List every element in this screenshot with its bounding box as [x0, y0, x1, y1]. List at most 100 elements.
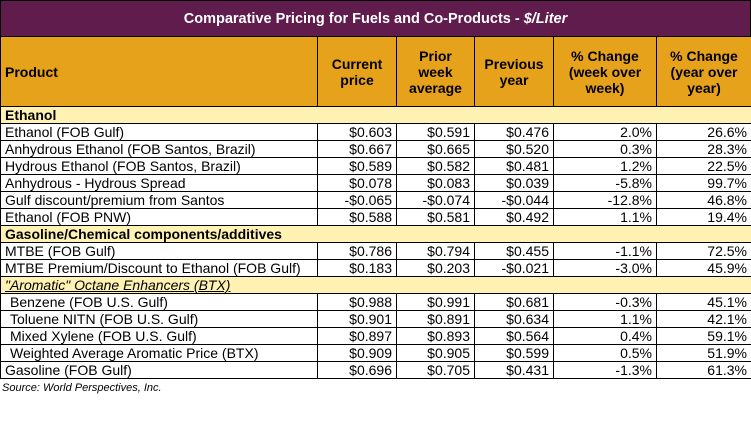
product-cell: MTBE (FOB Gulf)	[0, 242, 318, 260]
value-cell: 42.1%	[656, 310, 751, 328]
value-cell: 22.5%	[656, 157, 751, 175]
product-cell: Anhydrous - Hydrous Spread	[0, 174, 318, 192]
value-cell: 1.2%	[553, 157, 657, 175]
product-cell: Weighted Average Aromatic Price (BTX)	[0, 344, 318, 362]
value-cell: $0.665	[396, 140, 475, 158]
section-row: Ethanol	[0, 106, 751, 124]
value-cell: $0.581	[396, 208, 475, 226]
value-cell: -$0.074	[396, 191, 475, 209]
title-bar: Comparative Pricing for Fuels and Co-Pro…	[0, 0, 751, 36]
value-cell: $0.455	[474, 242, 554, 260]
data-row: Ethanol (FOB Gulf) $0.603 $0.591 $0.476 2.0%…	[0, 123, 751, 141]
data-row: Benzene (FOB U.S. Gulf) $0.988 $0.991 $0.68…	[0, 293, 751, 311]
value-cell: $0.991	[396, 293, 475, 311]
value-cell: $0.083	[396, 174, 475, 192]
value-cell: 1.1%	[553, 310, 657, 328]
value-cell: $0.588	[317, 208, 397, 226]
value-cell: 0.3%	[553, 140, 657, 158]
value-cell: $0.696	[317, 361, 397, 379]
value-cell: $0.476	[474, 123, 554, 141]
value-cell: $0.667	[317, 140, 397, 158]
product-cell: Ethanol (FOB PNW)	[0, 208, 318, 226]
value-cell: -12.8%	[553, 191, 657, 209]
section-row: Gasoline/Chemical components/additives	[0, 225, 751, 243]
value-cell: -5.8%	[553, 174, 657, 192]
value-cell: 19.4%	[656, 208, 751, 226]
product-cell: MTBE Premium/Discount to Ethanol (FOB Gu…	[0, 259, 318, 277]
value-cell: 51.9%	[656, 344, 751, 362]
product-cell: Mixed Xylene (FOB U.S. Gulf)	[0, 327, 318, 345]
value-cell: $0.203	[396, 259, 475, 277]
pricing-table: Product Current price Prior week average Pr…	[0, 36, 751, 379]
data-row: Gasoline (FOB Gulf) $0.696 $0.705 $0.431 -1.…	[0, 361, 751, 379]
value-cell: -$0.065	[317, 191, 397, 209]
value-cell: $0.520	[474, 140, 554, 158]
data-row: MTBE (FOB Gulf) $0.786 $0.794 $0.455 -1.1% 72…	[0, 242, 751, 260]
value-cell: $0.634	[474, 310, 554, 328]
value-cell: -0.3%	[553, 293, 657, 311]
value-cell: 61.3%	[656, 361, 751, 379]
value-cell: $0.431	[474, 361, 554, 379]
value-cell: 0.5%	[553, 344, 657, 362]
value-cell: -$0.021	[474, 259, 554, 277]
product-cell: Gulf discount/premium from Santos	[0, 191, 318, 209]
data-row: Weighted Average Aromatic Price (BTX) $0.…	[0, 344, 751, 362]
data-row: Anhydrous - Hydrous Spread $0.078 $0.083 $0…	[0, 174, 751, 192]
value-cell: $0.078	[317, 174, 397, 192]
value-cell: $0.909	[317, 344, 397, 362]
value-cell: 99.7%	[656, 174, 751, 192]
value-cell: 46.8%	[656, 191, 751, 209]
value-cell: $0.681	[474, 293, 554, 311]
value-cell: $0.603	[317, 123, 397, 141]
value-cell: $0.786	[317, 242, 397, 260]
value-cell: -$0.044	[474, 191, 554, 209]
header-row: Product Current price Prior week average Pr…	[0, 36, 751, 107]
value-cell: $0.039	[474, 174, 554, 192]
value-cell: $0.591	[396, 123, 475, 141]
value-cell: $0.481	[474, 157, 554, 175]
column-header: % Change (week over week)	[553, 36, 657, 107]
value-cell: $0.564	[474, 327, 554, 345]
column-header: Prior week average	[396, 36, 475, 107]
product-cell: Anhydrous Ethanol (FOB Santos, Brazil)	[0, 140, 318, 158]
value-cell: $0.905	[396, 344, 475, 362]
value-cell: -1.3%	[553, 361, 657, 379]
data-row: Hydrous Ethanol (FOB Santos, Brazil) $0.5…	[0, 157, 751, 175]
value-cell: $0.582	[396, 157, 475, 175]
value-cell: 72.5%	[656, 242, 751, 260]
value-cell: 59.1%	[656, 327, 751, 345]
value-cell: $0.492	[474, 208, 554, 226]
value-cell: 1.1%	[553, 208, 657, 226]
value-cell: 45.9%	[656, 259, 751, 277]
value-cell: $0.599	[474, 344, 554, 362]
value-cell: 26.6%	[656, 123, 751, 141]
value-cell: $0.705	[396, 361, 475, 379]
data-row: Mixed Xylene (FOB U.S. Gulf) $0.897 $0.893…	[0, 327, 751, 345]
data-row: Toluene NITN (FOB U.S. Gulf) $0.901 $0.891…	[0, 310, 751, 328]
section-label: Ethanol	[0, 106, 751, 124]
value-cell: $0.589	[317, 157, 397, 175]
source: Source: World Perspectives, Inc.	[2, 382, 162, 394]
column-header: Product	[0, 36, 318, 107]
data-row: Anhydrous Ethanol (FOB Santos, Brazil) $0…	[0, 140, 751, 158]
product-cell: Gasoline (FOB Gulf)	[0, 361, 318, 379]
value-cell: $0.988	[317, 293, 397, 311]
product-cell: Hydrous Ethanol (FOB Santos, Brazil)	[0, 157, 318, 175]
section-label: "Aromatic" Octane Enhancers (BTX)	[0, 276, 751, 294]
value-cell: 45.1%	[656, 293, 751, 311]
title: Comparative Pricing for Fuels and Co-Pro…	[183, 10, 520, 27]
section-row: "Aromatic" Octane Enhancers (BTX)	[0, 276, 751, 294]
value-cell: 2.0%	[553, 123, 657, 141]
value-cell: -3.0%	[553, 259, 657, 277]
section-label: Gasoline/Chemical components/additives	[0, 225, 751, 243]
value-cell: 28.3%	[656, 140, 751, 158]
value-cell: $0.901	[317, 310, 397, 328]
product-cell: Toluene NITN (FOB U.S. Gulf)	[0, 310, 318, 328]
value-cell: $0.794	[396, 242, 475, 260]
product-cell: Ethanol (FOB Gulf)	[0, 123, 318, 141]
product-cell: Benzene (FOB U.S. Gulf)	[0, 293, 318, 311]
value-cell: 0.4%	[553, 327, 657, 345]
value-cell: $0.897	[317, 327, 397, 345]
value-cell: $0.893	[396, 327, 475, 345]
data-row: MTBE Premium/Discount to Ethanol (FOB Gu…	[0, 259, 751, 277]
